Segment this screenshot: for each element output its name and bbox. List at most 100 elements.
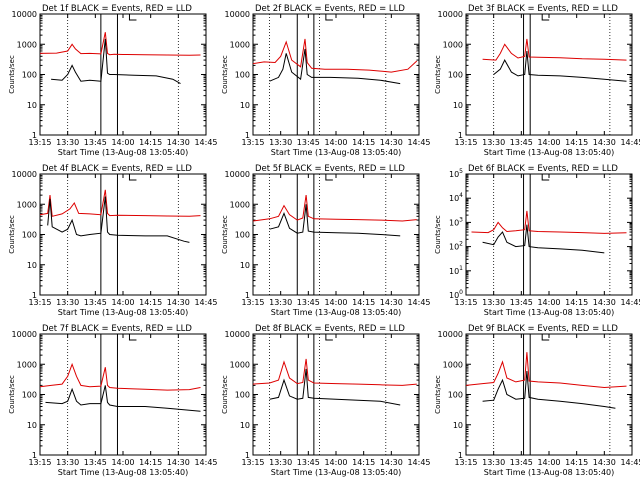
x-tick-label: 13:30: [269, 458, 292, 467]
y-tick-label: 10000: [12, 170, 37, 179]
x-tick-label: 13:15: [454, 458, 477, 467]
x-axis-label: Start Time (13-Aug-08 13:05:40): [58, 308, 189, 317]
y-tick-label: 104: [449, 192, 463, 203]
y-tick-label: 1000: [17, 200, 37, 209]
plot-frame: [252, 333, 420, 456]
y-tick-exponent: 4: [459, 192, 463, 199]
y-axis-label: Counts/sec: [8, 55, 16, 94]
x-tick-label: 14:00: [537, 458, 560, 467]
x-tick-label: 13:45: [510, 298, 533, 307]
chart-panel-3: Det 3f BLACK = Events, RED = LLD 13:15 13:…: [434, 4, 640, 157]
x-tick-label: 13:30: [56, 138, 79, 147]
chart-panel-8: Det 8f BLACK = Events, RED = LLD 13:15 13:…: [221, 324, 431, 477]
y-tick-label: 10: [27, 101, 37, 110]
x-axis-label: Start Time (13-Aug-08 13:05:40): [58, 468, 189, 477]
series-line-lld: [471, 210, 627, 234]
y-tick-label: 10: [240, 421, 250, 430]
series-line-lld: [39, 32, 201, 56]
series-line-events: [269, 368, 401, 406]
y-tick-label: 1: [458, 131, 463, 140]
y-axis-label: Counts/sec: [434, 55, 442, 94]
chart-title: Det 7f BLACK = Events, RED = LLD: [42, 324, 192, 334]
x-tick-label: 13:30: [482, 298, 505, 307]
interval-bracket: [325, 334, 333, 341]
x-tick-label: 13:30: [56, 298, 79, 307]
plot-frame: [39, 173, 207, 296]
series-line-lld: [252, 38, 418, 73]
y-tick-label: 100: [235, 71, 250, 80]
x-tick-label: 14:45: [620, 298, 640, 307]
x-tick-label: 14:15: [139, 298, 162, 307]
chart-panel-6: Det 6f BLACK = Events, RED = LLD 13:15 13:…: [434, 164, 640, 317]
y-tick-label: 10: [453, 101, 463, 110]
y-tick-exponent: 1: [459, 265, 463, 272]
x-tick-label: 14:45: [194, 458, 217, 467]
x-tick-label: 13:15: [241, 458, 264, 467]
y-tick-label: 1: [245, 131, 250, 140]
y-tick-exponent: 5: [459, 168, 463, 175]
x-tick-label: 14:30: [380, 298, 403, 307]
x-tick-label: 14:45: [620, 458, 640, 467]
y-tick-label: 1000: [230, 40, 250, 49]
x-tick-label: 14:30: [593, 298, 616, 307]
x-tick-label: 14:15: [139, 458, 162, 467]
x-tick-label: 13:30: [269, 138, 292, 147]
chart-title: Det 6f BLACK = Events, RED = LLD: [468, 164, 618, 174]
y-tick-label: 1: [32, 291, 37, 300]
series-line-events: [493, 50, 627, 82]
y-tick-label: 100: [235, 391, 250, 400]
x-tick-label: 13:15: [454, 298, 477, 307]
x-tick-label: 14:45: [194, 138, 217, 147]
interval-bracket: [128, 334, 137, 341]
y-tick-label: 1: [245, 451, 250, 460]
chart-title: Det 8f BLACK = Events, RED = LLD: [255, 324, 405, 334]
series-line-lld: [39, 189, 201, 217]
y-tick-label: 10000: [225, 10, 250, 19]
x-tick-label: 13:30: [56, 458, 79, 467]
y-tick-label: 100: [448, 391, 463, 400]
chart-panel-7: Det 7f BLACK = Events, RED = LLD 13:15 13:…: [8, 324, 218, 477]
x-axis-label: Start Time (13-Aug-08 13:05:40): [484, 148, 615, 157]
x-tick-label: 13:15: [28, 298, 51, 307]
x-tick-label: 14:15: [352, 458, 375, 467]
plot-frame: [465, 173, 633, 296]
y-tick-label: 1000: [443, 360, 463, 369]
x-tick-label: 13:15: [241, 298, 264, 307]
y-tick-label: 10: [240, 261, 250, 270]
y-tick-label: 1000: [17, 360, 37, 369]
x-tick-label: 13:15: [454, 138, 477, 147]
y-tick-label: 101: [449, 265, 463, 276]
y-tick-label: 100: [448, 71, 463, 80]
y-axis-label: Counts/sec: [434, 375, 442, 414]
series-line-events: [47, 196, 190, 243]
chart-title: Det 2f BLACK = Events, RED = LLD: [255, 4, 405, 14]
x-tick-label: 14:30: [167, 458, 190, 467]
y-tick-label: 102: [449, 241, 463, 252]
y-axis-label: Counts/sec: [8, 215, 16, 254]
y-axis-label: Counts/sec: [221, 375, 229, 414]
series-line-lld: [252, 358, 417, 386]
y-tick-label: 10: [453, 421, 463, 430]
series-line-lld: [39, 362, 201, 391]
x-tick-label: 13:15: [241, 138, 264, 147]
y-tick-label: 105: [449, 168, 463, 179]
y-tick-label: 1: [32, 131, 37, 140]
interval-bracket: [128, 14, 137, 21]
y-tick-label: 10000: [225, 330, 250, 339]
series-line-lld: [482, 38, 627, 61]
x-tick-label: 13:45: [297, 458, 320, 467]
series-line-lld: [465, 352, 627, 389]
x-tick-label: 14:15: [565, 458, 588, 467]
series-line-events: [269, 204, 401, 237]
y-tick-label: 100: [22, 391, 37, 400]
y-tick-label: 10: [27, 261, 37, 270]
plot-frame: [252, 13, 420, 136]
y-tick-label: 1: [245, 291, 250, 300]
interval-bracket: [128, 174, 137, 181]
x-tick-label: 13:15: [28, 458, 51, 467]
x-tick-label: 14:00: [537, 138, 560, 147]
x-tick-label: 14:30: [593, 458, 616, 467]
y-tick-label: 1: [32, 451, 37, 460]
series-line-events: [45, 385, 201, 412]
y-axis-label: Counts/sec: [434, 215, 442, 254]
